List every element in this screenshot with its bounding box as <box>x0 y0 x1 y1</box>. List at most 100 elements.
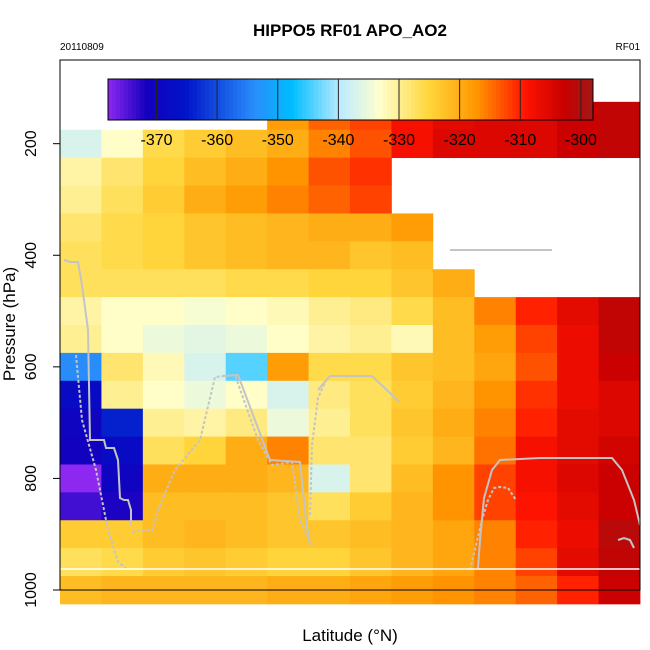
heatmap-cell <box>142 464 185 493</box>
heatmap-cell <box>308 213 351 242</box>
colorbar-swatch <box>180 79 186 120</box>
heatmap-cell <box>308 241 351 270</box>
heatmap-cell <box>391 408 434 437</box>
heatmap-cell <box>225 241 268 270</box>
heatmap-cell <box>515 352 558 382</box>
heatmap-cell <box>267 297 309 326</box>
colorbar-swatch <box>184 79 190 120</box>
colorbar-swatch <box>196 79 202 120</box>
heatmap-cell <box>225 269 268 298</box>
heatmap-cell <box>308 520 351 549</box>
heatmap-cell <box>60 352 102 382</box>
heatmap-cell <box>598 325 641 354</box>
colorbar-swatch <box>229 79 234 120</box>
colorbar-swatch <box>588 79 594 120</box>
heatmap-cell <box>598 101 641 131</box>
heatmap-cell <box>101 269 144 298</box>
colorbar-swatch <box>273 79 279 120</box>
heatmap-cell <box>308 548 351 577</box>
colorbar-swatch <box>205 79 210 120</box>
heatmap-cell <box>225 492 268 521</box>
colorbar-swatch <box>285 79 291 120</box>
chart-title: HIPPO5 RF01 APO_AO2 <box>253 21 447 40</box>
colorbar-swatch <box>431 79 436 120</box>
heatmap-cell <box>350 325 392 354</box>
colorbar-swatch <box>148 79 153 120</box>
colorbar-swatch <box>403 79 408 120</box>
flight-id-note: RF01 <box>616 42 641 53</box>
heatmap-cell <box>60 436 102 465</box>
plot-frame <box>59 59 641 591</box>
heatmap-cell <box>350 380 392 410</box>
colorbar: -370 -360 -350 -340 -330 -320 -310 -300 <box>107 78 597 149</box>
heatmap-cell <box>308 129 351 159</box>
y-tick-label: 400 <box>23 242 40 269</box>
colorbar-swatch <box>475 79 481 120</box>
heatmap-cell <box>142 325 185 354</box>
heatmap-cell <box>391 492 434 521</box>
heatmap-cell <box>184 269 227 298</box>
heatmap-cell <box>391 213 434 242</box>
heatmap-cell <box>101 408 144 437</box>
colorbar-swatch <box>140 79 145 120</box>
colorbar-swatch <box>504 79 509 120</box>
colorbar-tick-label: -340 <box>322 132 354 149</box>
y-tick-label: 800 <box>23 465 40 492</box>
colorbar-swatch <box>584 79 590 120</box>
heatmap-cell <box>557 436 599 465</box>
heatmap-cell <box>350 492 392 521</box>
colorbar-swatch <box>237 79 242 120</box>
colorbar-swatch <box>390 79 396 120</box>
heatmap-cell <box>225 408 268 437</box>
heatmap-cell <box>557 520 599 549</box>
heatmap-cell <box>308 464 351 493</box>
heatmap-cell <box>101 157 144 186</box>
colorbar-swatch <box>548 79 554 120</box>
colorbar-swatch <box>524 79 529 120</box>
heatmap-cell <box>350 213 392 242</box>
colorbar-swatch <box>491 79 497 120</box>
heatmap-cell <box>101 464 144 493</box>
heatmap-cell <box>391 352 434 382</box>
colorbar-swatch <box>378 79 384 120</box>
heatmap-cell <box>474 352 517 382</box>
colorbar-swatch <box>528 79 533 120</box>
heatmap-cells <box>60 101 641 605</box>
colorbar-swatch <box>552 79 558 120</box>
heatmap-cell <box>101 436 144 465</box>
colorbar-swatch <box>386 79 392 120</box>
colorbar-swatch <box>326 79 331 120</box>
heatmap-cell <box>308 325 351 354</box>
heatmap-cell <box>60 185 102 214</box>
heatmap-cell <box>267 241 309 270</box>
colorbar-swatch <box>394 79 400 120</box>
colorbar-swatch <box>350 79 356 120</box>
heatmap-cell <box>184 520 227 549</box>
colorbar-swatch <box>120 79 125 120</box>
colorbar-swatch <box>516 79 521 120</box>
heatmap-cell <box>60 297 102 326</box>
heatmap-cell <box>350 297 392 326</box>
colorbar-swatch <box>508 79 513 120</box>
heatmap-cell <box>557 492 599 521</box>
colorbar-swatch <box>277 79 283 120</box>
heatmap-cell <box>101 548 144 577</box>
colorbar-swatch <box>427 79 432 120</box>
heatmap-cell <box>391 520 434 549</box>
colorbar-swatch <box>322 79 327 120</box>
heatmap-cell <box>432 380 475 410</box>
heatmap-cell <box>184 213 227 242</box>
heatmap-cell <box>60 548 102 577</box>
colorbar-swatch <box>156 79 162 120</box>
heatmap-cell <box>60 213 102 242</box>
heatmap-cell <box>350 408 392 437</box>
heatmap-cell <box>101 352 144 382</box>
heatmap-cell <box>515 297 558 326</box>
colorbar-tick-label: -300 <box>565 132 597 149</box>
colorbar-swatch <box>419 79 424 120</box>
heatmap-cell <box>267 520 309 549</box>
heatmap-cell <box>474 325 517 354</box>
colorbar-tick-label: -330 <box>383 132 415 149</box>
colorbar-tick-label: -360 <box>201 132 233 149</box>
colorbar-swatch <box>318 79 323 120</box>
